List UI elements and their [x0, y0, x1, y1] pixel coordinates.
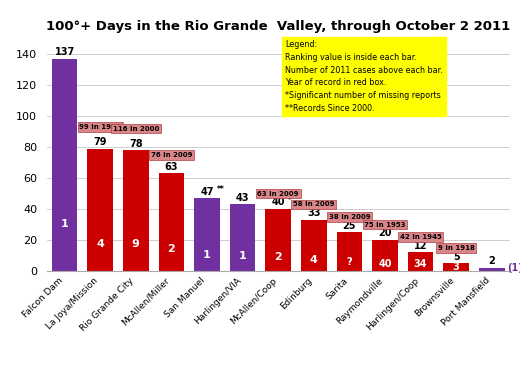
- Text: 12: 12: [414, 241, 427, 251]
- Text: 9: 9: [132, 239, 140, 249]
- Text: 3: 3: [453, 262, 460, 272]
- Text: 25: 25: [343, 221, 356, 231]
- Bar: [444, 263, 469, 271]
- Text: 137: 137: [55, 47, 75, 57]
- Bar: [194, 198, 220, 271]
- Bar: [336, 232, 362, 271]
- Text: 38 in 2009: 38 in 2009: [329, 214, 370, 220]
- Text: *: *: [288, 196, 292, 205]
- Text: ?: ?: [347, 257, 352, 267]
- Text: Legend:
Ranking value is inside each bar.
Number of 2011 cases above each bar.
Y: Legend: Ranking value is inside each bar…: [285, 40, 443, 113]
- Text: 76 in 2009: 76 in 2009: [151, 152, 192, 158]
- Text: (1): (1): [507, 263, 520, 273]
- Text: 40: 40: [378, 259, 392, 269]
- Bar: [52, 59, 77, 271]
- Text: 99 in 1998: 99 in 1998: [80, 124, 121, 130]
- Bar: [479, 268, 504, 271]
- Bar: [265, 209, 291, 271]
- Text: 20: 20: [378, 228, 392, 238]
- Bar: [230, 204, 255, 271]
- Title: 100°+ Days in the Rio Grande  Valley, through October 2 2011: 100°+ Days in the Rio Grande Valley, thr…: [46, 21, 510, 33]
- Text: 2: 2: [275, 252, 282, 262]
- Text: 75 in 1953: 75 in 1953: [364, 221, 406, 228]
- Bar: [123, 150, 149, 271]
- Text: 2: 2: [488, 256, 495, 266]
- Text: 63: 63: [165, 162, 178, 172]
- Bar: [159, 173, 184, 271]
- Text: 116 in 2000: 116 in 2000: [113, 125, 159, 132]
- Text: 34: 34: [414, 259, 427, 269]
- Text: 42 in 1945: 42 in 1945: [400, 234, 441, 240]
- Text: 1: 1: [203, 250, 211, 260]
- Text: 47: 47: [200, 187, 214, 197]
- Text: 1: 1: [61, 219, 69, 229]
- Text: 2: 2: [167, 245, 175, 254]
- Text: 9 in 1918: 9 in 1918: [438, 245, 475, 251]
- Text: 58 in 2009: 58 in 2009: [293, 201, 334, 207]
- Bar: [301, 220, 327, 271]
- Text: 33: 33: [307, 208, 320, 218]
- Text: 1: 1: [239, 251, 246, 261]
- Text: 79: 79: [94, 137, 107, 147]
- Text: 4: 4: [310, 255, 318, 265]
- Text: 63 in 2009: 63 in 2009: [257, 190, 299, 197]
- Bar: [87, 149, 113, 271]
- Text: 4: 4: [96, 239, 104, 249]
- Bar: [372, 240, 398, 271]
- Text: 43: 43: [236, 193, 250, 203]
- Text: 5: 5: [453, 252, 460, 262]
- Text: 78: 78: [129, 139, 142, 149]
- Bar: [408, 252, 433, 271]
- Text: 40: 40: [271, 197, 285, 207]
- Text: **: **: [217, 185, 225, 194]
